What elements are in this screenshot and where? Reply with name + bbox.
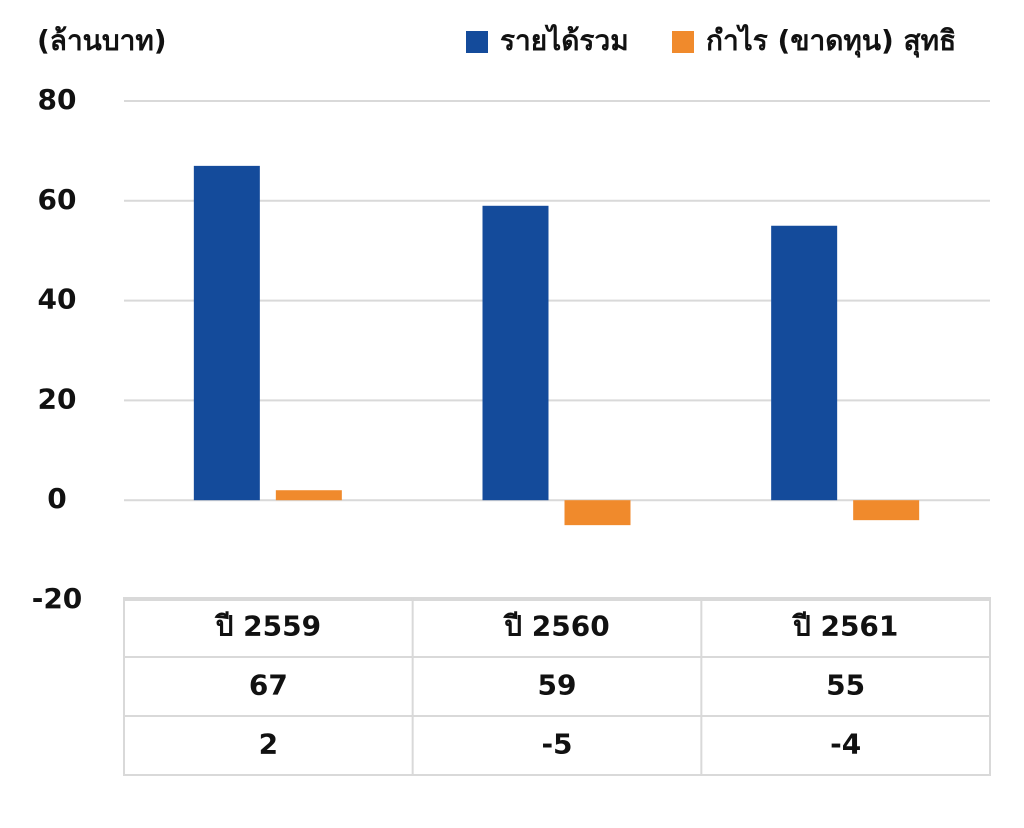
- y-tick-label: 0: [47, 482, 66, 515]
- bar: [564, 500, 631, 526]
- table-border: [123, 597, 991, 776]
- table-value: -4: [830, 728, 861, 761]
- bar: [193, 165, 260, 501]
- x-tick-label: ปี 2561: [791, 610, 898, 643]
- y-axis-label: (ล้านบาท): [37, 24, 167, 57]
- legend-swatch: [672, 31, 694, 53]
- x-tick-label: ปี 2559: [214, 610, 321, 643]
- table-value: 67: [249, 669, 288, 702]
- bar: [853, 500, 920, 521]
- x-tick-label: ปี 2560: [502, 610, 609, 643]
- table-value: 59: [538, 669, 577, 702]
- y-tick-label: 20: [38, 382, 77, 415]
- y-tick-label: 40: [38, 283, 77, 316]
- table-value: 2: [259, 728, 278, 761]
- y-tick-label: 80: [38, 83, 77, 116]
- y-tick-label: -20: [32, 582, 83, 615]
- table-value: 55: [826, 669, 865, 702]
- bar: [482, 205, 549, 501]
- bar: [275, 490, 342, 501]
- legend-swatch: [466, 31, 488, 53]
- y-tick-label: 60: [38, 183, 77, 216]
- bar: [771, 225, 838, 501]
- legend-label: รายได้รวม: [500, 24, 629, 57]
- table-value: -5: [541, 728, 572, 761]
- legend-label: กำไร (ขาดทุน) สุทธิ: [706, 24, 956, 58]
